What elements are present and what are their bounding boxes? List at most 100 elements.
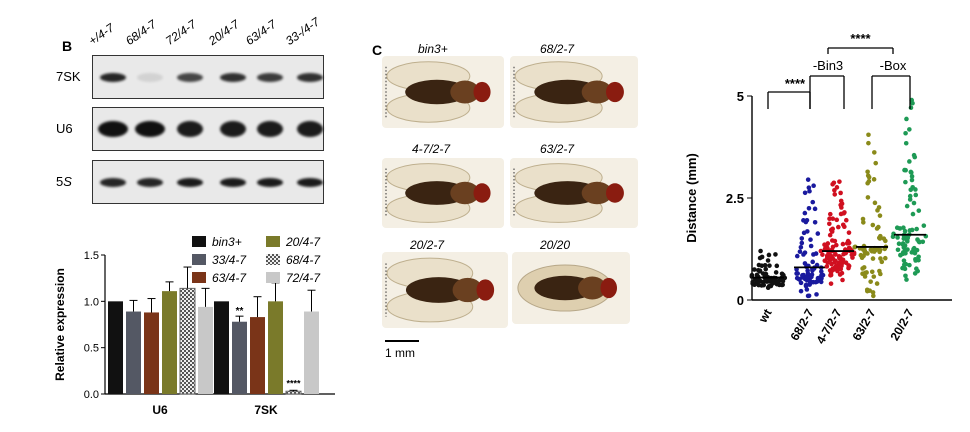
- scatter-point: [807, 188, 812, 194]
- scatter-point: [903, 261, 909, 267]
- scatter-point: [827, 211, 833, 217]
- bar-category-label: U6: [152, 403, 168, 417]
- scatter-point: [800, 273, 805, 278]
- scatter-point: [913, 187, 918, 192]
- scatter-point: [895, 235, 900, 240]
- scatter-point: [808, 243, 814, 249]
- scale-bar-label: 1 mm: [385, 346, 415, 360]
- scatter-point: [870, 248, 876, 253]
- bar: [179, 287, 196, 395]
- scatter-point: [779, 271, 785, 277]
- scatter-point: [911, 245, 917, 251]
- scatter-point: [916, 257, 921, 263]
- scatter-point: [868, 279, 873, 284]
- scatter-point: [818, 279, 824, 285]
- scatter-point: [871, 274, 877, 279]
- bar: [304, 311, 319, 394]
- scatter-point: [805, 177, 811, 182]
- significance-label: ****: [286, 378, 301, 388]
- scatter-point: [903, 179, 908, 185]
- legend-label: 72/4-7: [286, 271, 321, 285]
- bar: [162, 291, 177, 394]
- scatter-point: [811, 252, 816, 257]
- scatter-category-label: 68/2-7: [787, 306, 816, 343]
- scatter-point: [812, 206, 818, 212]
- scatter-point: [916, 208, 922, 213]
- scatter-point: [834, 242, 839, 248]
- blot-row-label: 7SK: [56, 69, 81, 84]
- scatter-point: [907, 159, 912, 164]
- scatter-point: [802, 190, 808, 196]
- legend-label: 33/4-7: [212, 253, 247, 267]
- scatter-point: [846, 263, 852, 269]
- scatter-point: [773, 252, 778, 257]
- blot-band: [257, 121, 283, 137]
- legend-swatch: [266, 272, 280, 283]
- scatter-point: [762, 262, 768, 268]
- scatter-point: [827, 232, 833, 238]
- scale-bar: 1 mm: [385, 340, 419, 360]
- scatter-point: [874, 226, 880, 231]
- scatter-point: [895, 247, 901, 253]
- scatter-point: [842, 210, 847, 215]
- bar-y-tick-label: 0.5: [84, 343, 99, 355]
- scatter-point: [896, 241, 902, 247]
- bracket-label: ****: [785, 76, 806, 91]
- scatter-point: [757, 268, 763, 274]
- scatter-point: [842, 224, 847, 230]
- blot-band: [220, 72, 246, 82]
- bar-y-tick-label: 0.0: [84, 389, 99, 401]
- scatter-point: [837, 254, 842, 260]
- scatter-point: [900, 242, 906, 247]
- scatter-point: [803, 282, 809, 288]
- blot-band: [297, 72, 323, 82]
- scatter-point: [862, 274, 868, 279]
- scatter-point: [808, 237, 813, 242]
- scatter-point: [774, 263, 780, 269]
- blot-7sk: [92, 55, 324, 99]
- bar: [232, 321, 247, 394]
- scatter-point: [829, 261, 834, 267]
- scatter-point: [823, 245, 828, 251]
- blot-band: [220, 177, 246, 187]
- scatter-point: [827, 216, 832, 222]
- scatter-point: [827, 257, 833, 263]
- scatter-point: [907, 127, 912, 132]
- scatter-point: [802, 210, 808, 216]
- scatter-point: [911, 152, 917, 158]
- bar: [198, 306, 213, 394]
- scatter-point: [804, 287, 810, 292]
- bar-y-label: Relative expression: [53, 268, 67, 381]
- scatter-category-label: 4-7/2-7: [813, 306, 844, 346]
- scatter-series: [852, 132, 889, 299]
- scatter-point: [866, 132, 871, 138]
- fly-label: 20/2-7: [410, 238, 445, 252]
- scatter-point: [818, 248, 824, 254]
- scatter-point: [799, 240, 805, 246]
- scatter-point: [758, 248, 763, 254]
- scatter-point: [798, 244, 804, 250]
- scatter-point: [831, 266, 837, 272]
- scatter-point: [865, 288, 870, 294]
- scatter-point: [825, 241, 831, 246]
- scatter-point: [877, 236, 883, 241]
- scatter-point: [828, 227, 834, 233]
- bar-category-label: 7SK: [254, 403, 278, 417]
- bar: [285, 390, 302, 395]
- fly-image: [382, 56, 504, 128]
- scatter-point: [756, 282, 762, 288]
- blot-u6: [92, 107, 324, 151]
- scatter-point: [803, 219, 809, 225]
- fly-label: 68/2-7: [540, 42, 575, 56]
- scatter-point: [828, 281, 834, 286]
- scatter-point: [865, 180, 870, 186]
- blot-band: [177, 72, 203, 82]
- scatter-point: [799, 236, 805, 241]
- scatter-point: [901, 258, 907, 263]
- scatter-point: [794, 253, 800, 259]
- scatter-point: [767, 263, 772, 268]
- bar: [268, 301, 283, 394]
- scatter-point: [871, 293, 876, 299]
- scatter-point: [846, 230, 852, 235]
- scatter-point: [843, 217, 849, 223]
